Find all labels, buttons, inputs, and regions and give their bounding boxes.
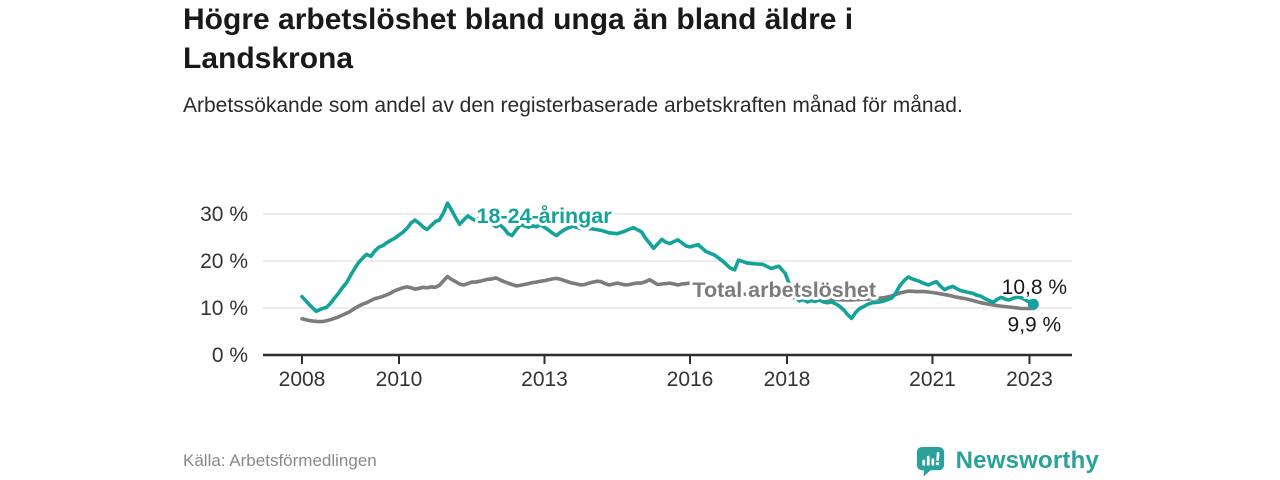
series-end-label-total: 9,9 % xyxy=(1008,313,1062,336)
y-tick-label: 30 % xyxy=(200,203,248,226)
x-tick-label: 2008 xyxy=(279,368,326,391)
y-tick-label: 0 % xyxy=(212,344,248,367)
newsworthy-logo[interactable]: Newsworthy xyxy=(914,444,1099,479)
x-tick-label: 2013 xyxy=(521,368,568,391)
newsworthy-logo-text: Newsworthy xyxy=(955,447,1099,474)
chart-subtitle: Arbetssökande som andel av den registerb… xyxy=(183,94,963,117)
newsworthy-logo-icon xyxy=(916,446,944,477)
series-label-youth: 18-24-åringar xyxy=(477,204,613,228)
x-tick-label: 2018 xyxy=(764,368,811,391)
series-line-total xyxy=(300,274,1036,324)
source-note: Källa: Arbetsförmedlingen xyxy=(183,451,377,470)
series-line-youth xyxy=(300,201,1036,321)
page-title: Högre arbetslöshet bland unga än bland ä… xyxy=(183,3,854,75)
x-tick-label: 2010 xyxy=(376,368,423,391)
series-end-dot-youth xyxy=(1027,298,1039,310)
x-tick-label: 2016 xyxy=(667,368,714,391)
x-tick-label: 2023 xyxy=(1006,368,1053,391)
series-end-label-youth: 10,8 % xyxy=(1002,276,1067,299)
y-tick-label: 10 % xyxy=(200,297,248,320)
series-label-total: Total arbetslöshet xyxy=(692,278,876,302)
chart-footer: Källa: Arbetsförmedlingen Newsworthy xyxy=(183,442,1099,480)
y-tick-label: 20 % xyxy=(200,250,248,273)
x-tick-label: 2021 xyxy=(909,368,956,391)
